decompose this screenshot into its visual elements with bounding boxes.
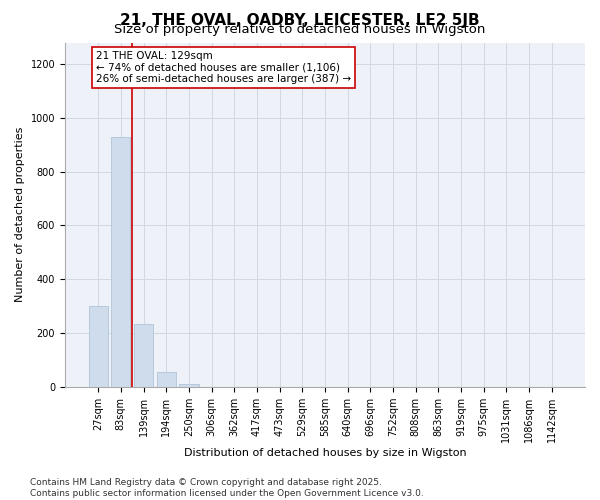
Bar bbox=[134, 324, 153, 387]
Text: Size of property relative to detached houses in Wigston: Size of property relative to detached ho… bbox=[115, 22, 485, 36]
Y-axis label: Number of detached properties: Number of detached properties bbox=[15, 127, 25, 302]
Bar bbox=[89, 306, 108, 387]
Bar bbox=[157, 372, 176, 387]
Text: Contains HM Land Registry data © Crown copyright and database right 2025.
Contai: Contains HM Land Registry data © Crown c… bbox=[30, 478, 424, 498]
X-axis label: Distribution of detached houses by size in Wigston: Distribution of detached houses by size … bbox=[184, 448, 466, 458]
Text: 21, THE OVAL, OADBY, LEICESTER, LE2 5JB: 21, THE OVAL, OADBY, LEICESTER, LE2 5JB bbox=[120, 12, 480, 28]
Bar bbox=[111, 136, 130, 387]
Bar bbox=[179, 384, 199, 387]
Text: 21 THE OVAL: 129sqm
← 74% of detached houses are smaller (1,106)
26% of semi-det: 21 THE OVAL: 129sqm ← 74% of detached ho… bbox=[96, 51, 351, 84]
